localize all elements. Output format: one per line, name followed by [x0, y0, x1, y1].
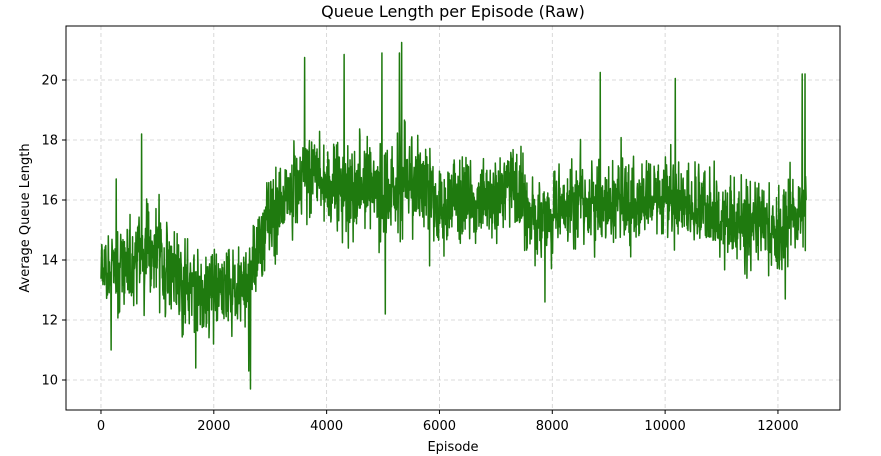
x-axis-label: Episode	[427, 440, 478, 455]
y-tick-label: 10	[41, 374, 58, 389]
x-tick-label: 8000	[536, 419, 569, 434]
y-tick-label: 16	[41, 194, 58, 209]
x-tick-label: 0	[97, 419, 105, 434]
x-tick-label: 2000	[197, 419, 230, 434]
y-tick-label: 20	[41, 74, 58, 89]
y-axis: 10 12 14 16 18 20	[41, 74, 66, 389]
x-axis: 0 2000 4000 6000 8000 10000 12000	[97, 410, 799, 434]
chart-title: Queue Length per Episode (Raw)	[321, 2, 585, 21]
x-tick-label: 10000	[644, 419, 685, 434]
x-tick-label: 4000	[310, 419, 343, 434]
series-layer	[100, 41, 807, 390]
y-tick-label: 12	[41, 314, 58, 329]
y-axis-label: Average Queue Length	[18, 143, 33, 292]
x-tick-label: 12000	[757, 419, 798, 434]
x-tick-label: 6000	[423, 419, 456, 434]
y-tick-label: 14	[41, 254, 58, 269]
series-line	[100, 41, 807, 390]
y-tick-label: 18	[41, 134, 58, 149]
plot-area	[65, 25, 841, 411]
